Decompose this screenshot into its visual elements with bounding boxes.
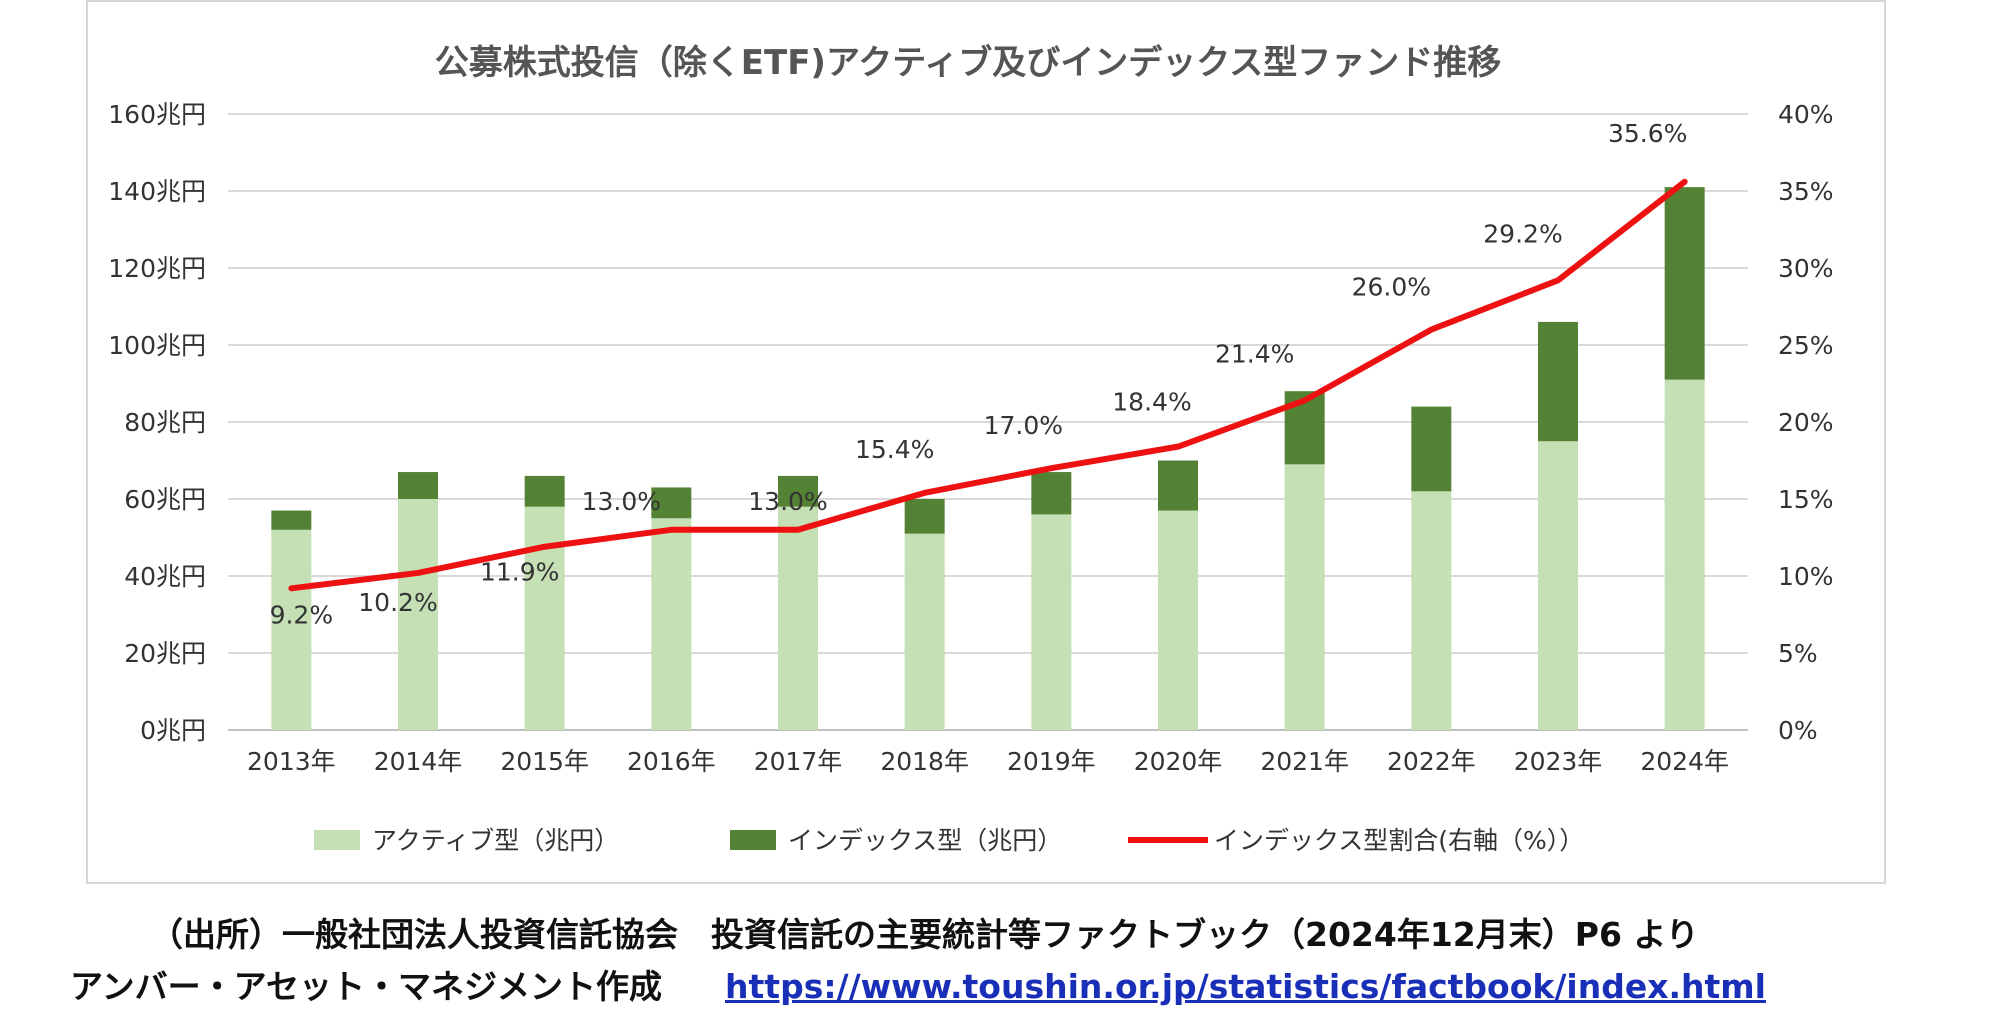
x-tick-label: 2023年 — [1514, 747, 1603, 776]
line-layer — [288, 178, 1688, 592]
ratio-data-label: 9.2% — [270, 600, 334, 629]
x-tick-label: 2014年 — [374, 747, 463, 776]
bar-index — [778, 475, 818, 507]
grid-layer — [228, 113, 1748, 731]
ratio-data-label: 11.9% — [480, 558, 559, 587]
x-tick-label: 2022年 — [1387, 747, 1476, 776]
source-author: アンバー・アセット・マネジメント作成 — [70, 967, 663, 1006]
bar-index — [271, 510, 312, 530]
legend-label-ratio: インデックス型割合(右軸（%）） — [1214, 826, 1584, 855]
chart-svg: 公募株式投信（除くETF)アクティブ及びインデックス型ファンド推移 0兆円 20兆… — [108, 43, 1833, 855]
bar-layer — [271, 187, 1705, 730]
y-left-tick-label: 60兆円 — [124, 485, 206, 514]
source-url-link[interactable]: https://www.toushin.or.jp/statistics/fac… — [725, 967, 1766, 1006]
bar-active — [1284, 464, 1325, 730]
ratio-data-label: 21.4% — [1215, 339, 1294, 368]
chart-frame: 公募株式投信（除くETF)アクティブ及びインデックス型ファンド推移 0兆円 20兆… — [86, 0, 1886, 884]
index-ratio-line — [288, 178, 1688, 592]
bar-active — [1411, 491, 1452, 730]
bar-active — [778, 506, 818, 730]
y-right-tick-label: 30% — [1778, 254, 1834, 283]
y-right-tick-label: 15% — [1778, 485, 1834, 514]
x-tick-label: 2013年 — [247, 747, 336, 776]
bar-active — [1538, 441, 1578, 730]
y-left-tick-label: 100兆円 — [108, 331, 206, 360]
x-tick-label: 2015年 — [500, 747, 589, 776]
legend-swatch-active — [314, 830, 360, 850]
ratio-data-label: 35.6% — [1608, 119, 1687, 148]
y-left-tick-label: 120兆円 — [108, 254, 206, 283]
ratio-data-label: 15.4% — [855, 435, 934, 464]
bar-index — [1158, 460, 1198, 511]
bar-index — [904, 499, 945, 534]
axis-layer: 0兆円 20兆円 40兆円 60兆円 80兆円 100兆円 120兆円 140兆円 160兆円 0… — [108, 100, 1833, 776]
y-left-tick-label: 0兆円 — [140, 716, 206, 745]
legend-label-active: アクティブ型（兆円） — [372, 826, 619, 855]
y-right-tick-label: 40% — [1778, 100, 1834, 129]
legend: アクティブ型（兆円） インデックス型（兆円） インデックス型割合(右軸（%）） — [314, 826, 1584, 855]
x-tick-label: 2019年 — [1007, 747, 1096, 776]
bar-active — [904, 533, 945, 730]
ratio-data-label: 18.4% — [1112, 388, 1191, 417]
x-tick-label: 2017年 — [754, 747, 843, 776]
ratio-data-label: 13.0% — [748, 487, 827, 516]
y-right-tick-label: 10% — [1778, 562, 1834, 591]
x-tick-label: 2021年 — [1260, 747, 1349, 776]
bar-index — [398, 472, 438, 499]
bar-active — [398, 499, 438, 730]
bar-active — [271, 529, 312, 730]
y-left-tick-label: 20兆円 — [124, 639, 206, 668]
source-author-line: アンバー・アセット・マネジメント作成 https://www.toushin.o… — [70, 960, 1766, 1008]
y-left-tick-label: 140兆円 — [108, 177, 206, 206]
bar-active — [1158, 510, 1198, 730]
y-right-tick-label: 20% — [1778, 408, 1834, 437]
bar-active — [524, 506, 565, 730]
source-citation: （出所）一般社団法人投資信託協会 投資信託の主要統計等ファクトブック（2024年… — [150, 915, 1699, 954]
y-left-tick-label: 40兆円 — [124, 562, 206, 591]
y-right-tick-label: 25% — [1778, 331, 1834, 360]
ratio-data-label: 17.0% — [984, 411, 1063, 440]
y-right-tick-label: 5% — [1778, 639, 1818, 668]
bar-active — [1664, 379, 1705, 730]
x-tick-label: 2024年 — [1640, 747, 1729, 776]
y-right-tick-label: 0% — [1778, 716, 1818, 745]
legend-label-index: インデックス型（兆円） — [788, 826, 1062, 855]
y-right-tick-label: 35% — [1778, 177, 1834, 206]
ratio-data-label: 13.0% — [582, 487, 661, 516]
bar-active — [651, 518, 692, 730]
bar-index — [651, 487, 692, 519]
y-left-tick-label: 160兆円 — [108, 100, 206, 129]
label-layer: 9.2% 10.2% 11.9% 13.0% 13.0% 15.4% 17.0% 18.4% 2… — [270, 119, 1688, 630]
bar-index — [524, 475, 565, 507]
bar-index — [1664, 187, 1705, 380]
bar-index — [1538, 321, 1578, 442]
ratio-data-label: 10.2% — [358, 588, 437, 617]
bar-index — [1031, 472, 1072, 515]
y-left-tick-label: 80兆円 — [124, 408, 206, 437]
chart-title: 公募株式投信（除くETF)アクティブ及びインデックス型ファンド推移 — [435, 43, 1501, 83]
x-tick-label: 2020年 — [1134, 747, 1223, 776]
ratio-data-label: 26.0% — [1352, 273, 1431, 302]
x-tick-label: 2018年 — [880, 747, 969, 776]
bar-active — [1031, 514, 1072, 730]
ratio-data-label: 29.2% — [1483, 219, 1562, 248]
legend-swatch-index — [730, 830, 776, 850]
x-tick-label: 2016年 — [627, 747, 716, 776]
bar-index — [1411, 406, 1452, 492]
